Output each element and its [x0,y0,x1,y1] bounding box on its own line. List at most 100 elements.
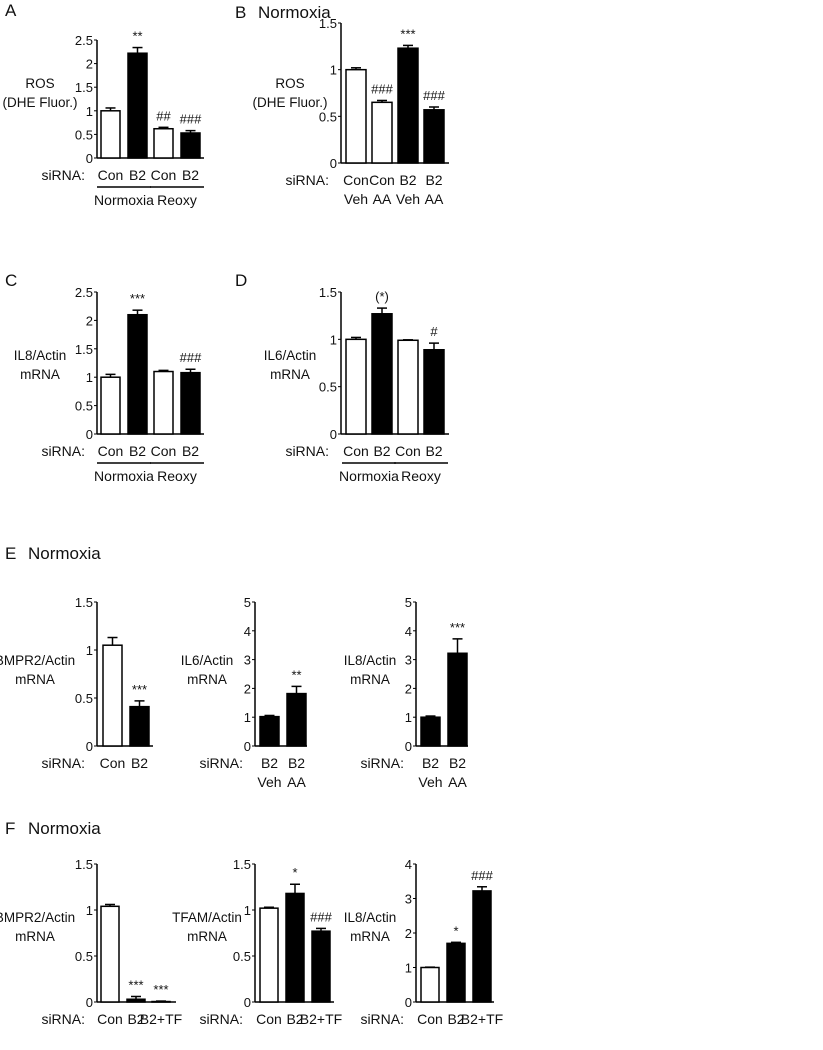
bar [180,371,201,435]
panel-title: Normoxia [28,819,101,838]
y-tick-label: 0.5 [75,691,93,706]
category-label: AA [425,191,444,207]
y-axis-label: IL8/Actin [344,910,397,925]
y-axis-label: ROS [25,76,54,91]
category-label: B2+TF [140,1011,182,1027]
category-label: Veh [396,191,420,207]
x-prefix-label: siRNA: [41,755,85,771]
category-label: B2 [131,755,148,771]
y-tick-label: 2 [405,681,412,696]
panel-label: A [5,1,17,20]
y-tick-label: 1 [330,332,337,347]
y-axis-label: IL8/Actin [14,348,67,363]
category-label: B2 [261,755,278,771]
category-label: B2 [449,755,466,771]
y-tick-label: 1 [405,961,412,976]
significance-annotation: *** [400,26,415,41]
group-label: Normoxia [94,468,154,484]
bar [420,716,441,747]
panel-label: E [5,544,16,563]
panel-label: F [5,819,15,838]
significance-annotation: * [453,923,458,938]
significance-annotation: # [430,324,438,339]
bar [371,313,393,435]
bar [286,692,307,747]
significance-annotation: *** [450,620,465,635]
panel-label: C [5,271,17,290]
bar [259,715,280,747]
y-tick-label: 0 [405,995,412,1010]
y-tick-label: 1.5 [319,16,337,31]
significance-annotation: ### [423,88,445,103]
bar [472,890,492,1003]
category-label: B2 [182,167,199,183]
significance-annotation: (*) [375,289,389,304]
y-tick-label: 0 [86,151,93,166]
y-tick-label: 1.5 [75,595,93,610]
bar [285,892,305,1003]
y-tick-label: 1 [330,63,337,78]
significance-annotation: ### [180,112,202,127]
bar [153,370,174,435]
panel-label: B [235,3,246,22]
x-prefix-label: siRNA: [360,755,404,771]
bar [100,110,121,159]
category-label: Veh [257,774,281,790]
bar [102,644,123,747]
y-tick-label: 1 [86,104,93,119]
panel-label: D [235,271,247,290]
y-tick-label: 1 [405,710,412,725]
bar [423,109,445,164]
y-tick-label: 4 [405,624,412,639]
x-prefix-label: siRNA: [285,172,329,188]
significance-annotation: ** [132,29,142,44]
significance-annotation: ### [371,81,393,96]
y-axis-label: IL6/Actin [264,348,317,363]
bar [151,1000,171,1003]
significance-annotation: ### [471,868,493,883]
y-axis-label: mRNA [20,367,60,382]
significance-annotation: ### [180,350,202,365]
category-label: B2 [425,443,442,459]
panel-title: Normoxia [28,544,101,563]
y-axis-label: mRNA [187,672,227,687]
y-tick-label: 0 [244,995,251,1010]
y-tick-label: 2.5 [75,285,93,300]
category-label: AA [373,191,392,207]
y-axis-label: (DHE Fluor.) [252,95,327,110]
bar [447,652,468,747]
bar [397,47,419,164]
category-label: B2 [447,1011,464,1027]
y-tick-label: 3 [244,653,251,668]
bar [345,68,367,164]
bar [311,930,331,1003]
panel-title: Normoxia [258,3,331,22]
y-tick-label: 5 [405,595,412,610]
y-tick-label: 0.5 [233,949,251,964]
group-label: Reoxy [157,468,197,484]
y-tick-label: 2 [244,681,251,696]
y-tick-label: 0.5 [319,109,337,124]
x-prefix-label: siRNA: [199,1011,243,1027]
bar [153,127,174,159]
category-label: B2 [425,172,442,188]
y-tick-label: 1.5 [75,857,93,872]
y-tick-label: 5 [244,595,251,610]
category-label: Con [151,443,177,459]
category-label: AA [448,774,467,790]
x-prefix-label: siRNA: [360,1011,404,1027]
bar [180,132,201,159]
x-prefix-label: siRNA: [285,443,329,459]
category-label: B2 [422,755,439,771]
category-label: Con [343,443,369,459]
category-label: B2+TF [461,1011,503,1027]
category-label: Con [100,755,126,771]
significance-annotation: ### [310,909,332,924]
bar [397,339,419,435]
y-tick-label: 1.5 [319,285,337,300]
bar [100,376,121,435]
significance-annotation: *** [130,291,145,306]
y-tick-label: 2 [86,313,93,328]
y-tick-label: 1 [244,710,251,725]
bar [371,101,393,164]
